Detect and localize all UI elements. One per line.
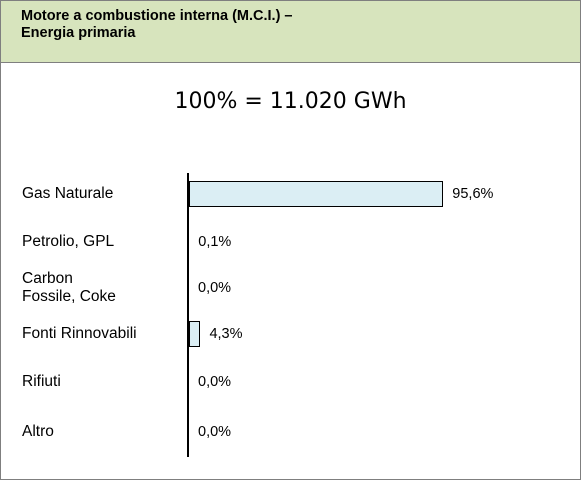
value-label: 4,3% (209, 326, 243, 342)
value-label: 0,0% (198, 280, 232, 296)
category-label: Gas Naturale (22, 185, 114, 202)
header: Motore a combustione interna (M.C.I.) – … (1, 1, 580, 63)
category-label: Rifiuti (22, 373, 61, 390)
category-label: Fonti Rinnovabili (22, 325, 137, 342)
category-label: Carbon Fossile, Coke (22, 270, 116, 305)
value-label: 0,1% (198, 234, 232, 250)
category-label: Petrolio, GPL (22, 233, 115, 250)
axis-line (187, 173, 189, 457)
chart-subtitle: 100% = 11.020 GWh (174, 89, 407, 114)
value-label: 0,0% (198, 424, 232, 440)
value-label: 0,0% (198, 374, 232, 390)
chart-title: Motore a combustione interna (M.C.I.) – … (21, 8, 293, 41)
bar (189, 321, 201, 347)
category-label: Altro (22, 423, 54, 440)
bar (189, 181, 444, 207)
value-label: 95,6% (452, 186, 494, 202)
